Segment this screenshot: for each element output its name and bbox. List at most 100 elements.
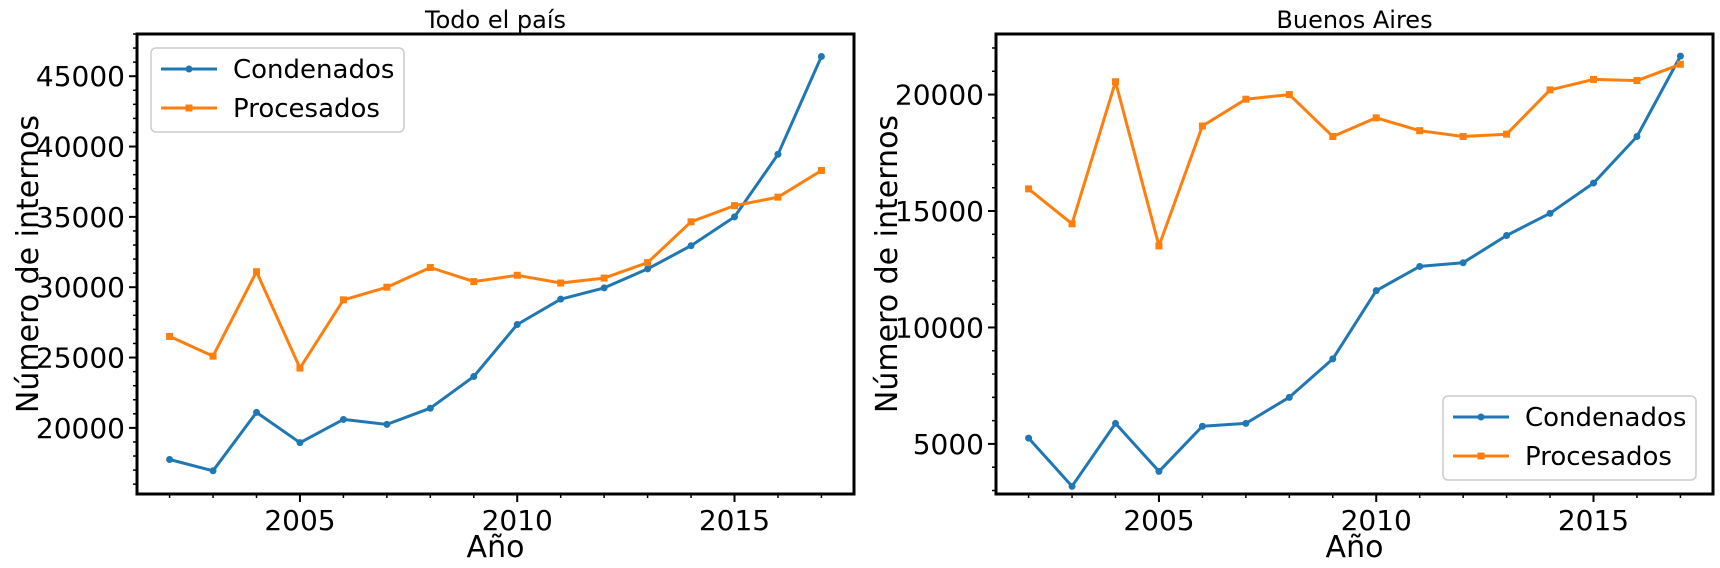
data-point [253, 268, 260, 276]
legend-item: Procesados [161, 94, 380, 124]
data-point [1503, 231, 1511, 239]
y-tick-label: 10000 [895, 311, 984, 344]
data-point [557, 279, 565, 287]
data-point [1285, 393, 1293, 401]
data-point [1590, 179, 1597, 187]
data-point [1242, 95, 1250, 103]
y-tick-label: 40000 [36, 131, 125, 164]
data-point [1155, 467, 1163, 475]
data-point [1329, 132, 1337, 140]
data-point [426, 264, 434, 272]
data-point [383, 283, 391, 291]
data-point [1459, 259, 1467, 267]
data-point [1112, 419, 1119, 427]
data-point [1676, 52, 1684, 60]
data-point [470, 373, 478, 381]
data-point [1546, 209, 1554, 217]
data-point [1459, 132, 1467, 140]
legend-label: Condenados [233, 55, 394, 85]
legend: Condenados Procesados [150, 47, 405, 133]
series-condenados [1025, 52, 1684, 490]
y-tick-label: 20000 [895, 79, 984, 112]
y-tick-label: 35000 [36, 201, 125, 234]
data-point [1242, 419, 1250, 427]
data-point [166, 456, 174, 464]
data-point [296, 364, 304, 372]
data-point [339, 415, 347, 423]
data-point [644, 265, 652, 273]
data-point [1025, 434, 1033, 442]
y-axis-label: Número de internos [870, 115, 905, 413]
data-point [1198, 122, 1206, 130]
data-point [817, 166, 825, 174]
data-point [470, 278, 478, 286]
data-point [296, 439, 304, 447]
data-point [644, 259, 652, 267]
data-point [1503, 130, 1511, 138]
data-point [1633, 77, 1641, 85]
legend-item: Procesados [1453, 442, 1672, 472]
data-point [1329, 355, 1337, 363]
data-point [557, 295, 565, 303]
data-point [1590, 75, 1597, 83]
series-procesados [166, 166, 825, 372]
plot-frame [135, 32, 856, 496]
legend-item: Condenados [161, 55, 394, 85]
data-point [426, 404, 434, 412]
data-point [1416, 127, 1424, 135]
chart-title: Todo el país [424, 6, 566, 34]
chart-panel-1: Todo el país 20000 25000 30000 35000 40000 450… [11, 6, 856, 565]
series-line [168, 55, 823, 473]
data-point [687, 242, 695, 250]
data-point [209, 467, 217, 475]
y-tick-label: 15000 [895, 195, 984, 228]
x-tick-label: 2010 [482, 504, 553, 537]
data-point [1372, 287, 1380, 295]
y-tick-label: 30000 [36, 271, 125, 304]
data-point [253, 408, 260, 416]
y-tick-label: 5000 [913, 428, 984, 461]
data-point [166, 332, 174, 340]
data-point [1285, 91, 1293, 99]
data-point [1676, 60, 1684, 68]
data-point [817, 53, 825, 61]
x-tick-label: 2015 [1558, 504, 1629, 537]
legend-marker [1477, 452, 1485, 460]
legend-label: Procesados [1525, 442, 1672, 472]
data-point [1372, 114, 1380, 122]
chart-panel-2: Buenos Aires 5000 10000 15000 20000 2005 2010 2… [870, 6, 1715, 565]
series-procesados [1025, 60, 1684, 250]
chart-title: Buenos Aires [1276, 6, 1432, 34]
data-point [1025, 185, 1033, 193]
plot-frame [994, 32, 1715, 496]
data-point [1068, 482, 1076, 490]
data-point [513, 271, 521, 279]
data-point [1416, 262, 1424, 270]
data-point [731, 213, 738, 221]
legend-marker [185, 65, 193, 73]
data-point [1633, 132, 1641, 140]
x-tick-label: 2010 [1341, 504, 1412, 537]
data-point [1155, 242, 1163, 250]
data-point [209, 352, 217, 360]
y-tick-label: 20000 [36, 412, 125, 445]
y-axis-label: Número de internos [11, 115, 46, 413]
series-line [1027, 54, 1682, 488]
data-point [513, 320, 521, 328]
data-point [339, 296, 347, 304]
data-point [600, 274, 608, 282]
data-point [687, 218, 695, 226]
data-point [1068, 220, 1076, 228]
legend-label: Procesados [233, 94, 380, 124]
legend: Condenados Procesados [1442, 395, 1697, 481]
x-tick-label: 2005 [264, 504, 335, 537]
data-point [1112, 78, 1119, 86]
y-tick-label: 45000 [36, 60, 125, 93]
y-tick-label: 25000 [36, 342, 125, 375]
series-line [1027, 62, 1682, 248]
x-axis-label: Año [467, 530, 525, 565]
x-tick-label: 2015 [699, 504, 770, 537]
data-point [1546, 86, 1554, 94]
data-point [731, 202, 738, 210]
